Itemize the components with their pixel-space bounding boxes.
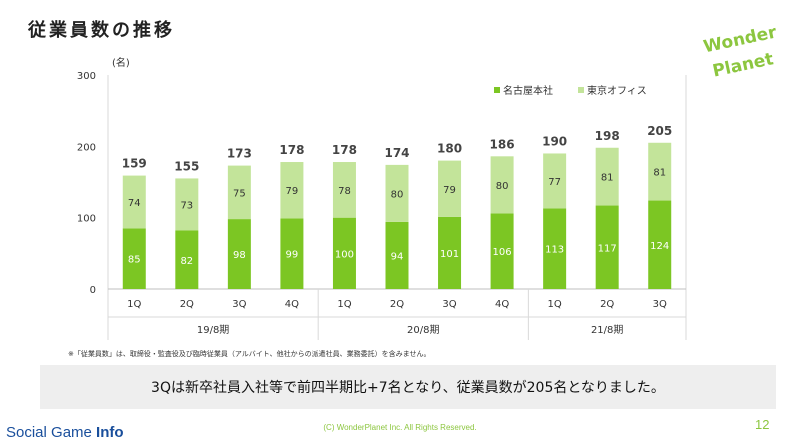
total-label: 186 <box>490 137 515 151</box>
total-label: 205 <box>647 124 672 138</box>
copyright: (C) WonderPlanet Inc. All Rights Reserve… <box>323 423 477 432</box>
total-label: 198 <box>595 129 620 143</box>
total-label: 190 <box>542 134 567 148</box>
data-label: 79 <box>443 185 456 196</box>
wonderplanet-logo: Wonder Planet <box>702 22 779 80</box>
data-label: 117 <box>598 243 617 254</box>
watermark-text-bold: Info <box>96 424 124 441</box>
data-label: 80 <box>496 181 509 192</box>
bar-segment <box>543 208 567 289</box>
bar-segment <box>648 200 672 289</box>
bar-segment <box>438 160 462 217</box>
legend-label: 名古屋本社 <box>503 84 553 97</box>
data-label: 85 <box>128 255 141 266</box>
data-label: 124 <box>650 241 669 252</box>
y-axis-unit: (名) <box>112 56 130 69</box>
bar-segment <box>438 216 462 289</box>
social-game-info-watermark: Social Game Info <box>6 424 124 441</box>
data-label: 75 <box>233 188 246 199</box>
total-label: 173 <box>227 147 252 161</box>
data-label: 81 <box>601 173 614 184</box>
data-label: 79 <box>286 186 299 197</box>
bar-segment <box>490 213 514 289</box>
total-label: 155 <box>174 159 199 173</box>
bar-segment <box>175 178 199 231</box>
data-label: 73 <box>180 200 193 211</box>
y-tick-label: 100 <box>77 214 96 225</box>
y-tick-label: 200 <box>77 142 96 153</box>
period-label: 21/8期 <box>591 324 623 336</box>
bar-segment <box>595 147 619 206</box>
bar-segment <box>227 165 251 220</box>
total-label: 180 <box>437 142 462 156</box>
x-tick-label: 3Q <box>442 299 456 310</box>
summary-box: 3Qは新卒社員入社等で前四半期比+7名となり、従業員数が205名となりました。 <box>40 365 776 409</box>
data-label: 74 <box>128 198 141 209</box>
x-tick-label: 2Q <box>180 299 194 310</box>
data-label: 81 <box>653 168 666 179</box>
bar-segment <box>280 218 304 289</box>
y-tick-label: 300 <box>77 71 96 82</box>
legend-swatch <box>578 87 584 93</box>
bar-segment <box>332 162 356 218</box>
bar-segment <box>280 162 304 219</box>
bar-segment <box>543 153 567 209</box>
data-label: 113 <box>545 245 564 256</box>
bar-segment <box>175 230 199 289</box>
data-label: 82 <box>180 256 193 267</box>
data-label: 94 <box>391 251 404 262</box>
bar-segment <box>122 175 146 229</box>
x-tick-label: 2Q <box>390 299 404 310</box>
x-tick-label: 3Q <box>232 299 246 310</box>
x-tick-label: 4Q <box>285 299 299 310</box>
y-tick-label: 0 <box>90 285 96 296</box>
bar-segment <box>648 142 672 201</box>
period-label: 19/8期 <box>197 324 229 336</box>
x-tick-label: 1Q <box>127 299 141 310</box>
bar-segment <box>122 228 146 289</box>
bar-segment <box>227 219 251 289</box>
bar-segment <box>332 217 356 289</box>
bar-segment <box>385 221 409 289</box>
total-label: 174 <box>384 146 409 160</box>
page-number: 12 <box>755 417 770 432</box>
x-tick-label: 3Q <box>653 299 667 310</box>
total-label: 178 <box>332 143 357 157</box>
page-title: 従業員数の推移 <box>28 20 175 41</box>
legend-swatch <box>494 87 500 93</box>
total-label: 159 <box>122 157 147 171</box>
employee-chart: (名) 0 100 200 300 85 74 159 1Q 82 73 155 2Q 98 75 173 3Q… <box>77 56 687 340</box>
period-label: 20/8期 <box>407 324 439 336</box>
x-tick-label: 4Q <box>495 299 509 310</box>
x-tick-label: 1Q <box>548 299 562 310</box>
x-tick-label: 2Q <box>600 299 614 310</box>
bar-segment <box>385 164 409 222</box>
bar-segment <box>595 205 619 289</box>
data-label: 100 <box>335 249 354 260</box>
data-label: 99 <box>286 250 299 261</box>
data-label: 77 <box>548 177 561 188</box>
total-label: 178 <box>279 143 304 157</box>
footnote: ※「従業員数」は、取締役・監査役及び臨時従業員（アルバイト、他社からの派遣社員、… <box>68 350 431 358</box>
data-label: 101 <box>440 249 459 260</box>
bar-segment <box>490 156 514 214</box>
legend-label: 東京オフィス <box>587 84 647 97</box>
data-label: 106 <box>493 247 512 258</box>
summary-text: 3Qは新卒社員入社等で前四半期比+7名となり、従業員数が205名となりました。 <box>151 380 665 396</box>
data-label: 80 <box>391 189 404 200</box>
data-label: 78 <box>338 186 351 197</box>
x-tick-label: 1Q <box>337 299 351 310</box>
data-label: 98 <box>233 250 246 261</box>
watermark-text: Social Game <box>6 424 97 441</box>
